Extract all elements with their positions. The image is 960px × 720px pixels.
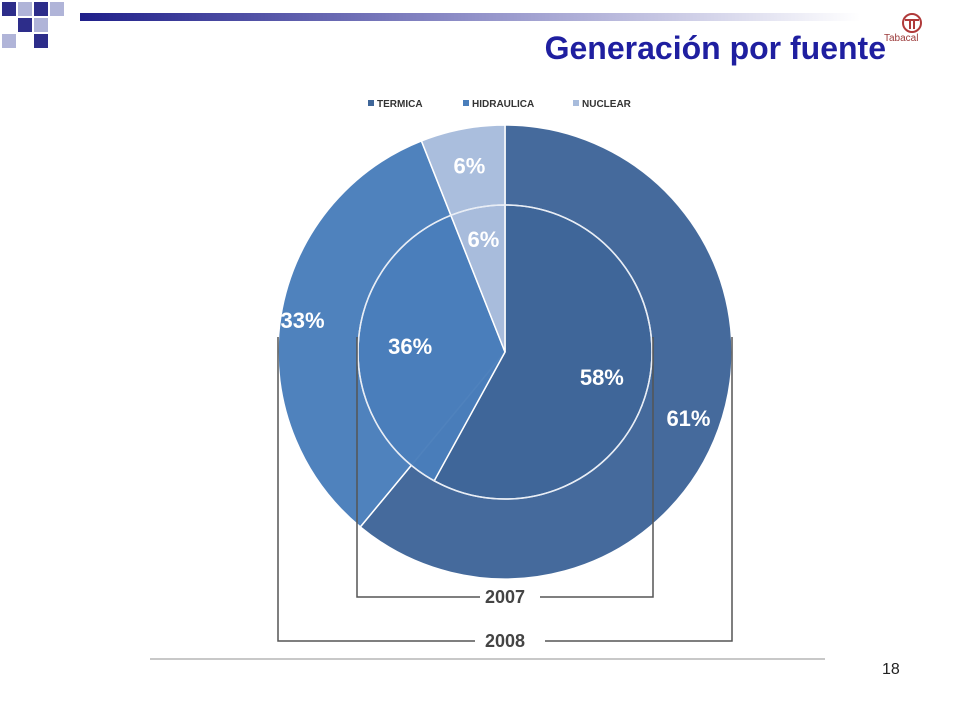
square-dark xyxy=(2,2,16,16)
outer-label-hidraulica: 33% xyxy=(281,308,325,333)
square-light xyxy=(18,2,32,16)
page-number: 18 xyxy=(882,661,900,678)
square-dark xyxy=(18,18,32,32)
square-light xyxy=(34,18,48,32)
inner-label-hidraulica: 36% xyxy=(388,334,432,359)
company-logo-icon xyxy=(902,13,922,33)
footer-divider xyxy=(150,658,825,660)
slide-title: Generación por fuente xyxy=(544,30,886,66)
square-dark xyxy=(34,34,48,48)
bracket-inner xyxy=(356,337,654,598)
square-light xyxy=(50,2,64,16)
square-light xyxy=(2,34,16,48)
square-dark xyxy=(34,2,48,16)
year-label-inner: 2007 xyxy=(485,587,525,607)
outer-label-nuclear: 6% xyxy=(453,153,485,178)
legend-label-nuclear: NUCLEAR xyxy=(582,99,632,110)
logo-text: Tabacal xyxy=(884,33,919,44)
generation-donut-chart: TERMICA HIDRAULICA NUCLEAR 61% 33% 6% 58% 36% 6%… xyxy=(277,99,733,651)
outer-label-termica: 61% xyxy=(666,406,710,431)
bracket-outer xyxy=(277,337,733,642)
year-label-outer: 2008 xyxy=(485,631,525,651)
inner-label-termica: 58% xyxy=(580,365,624,390)
inner-ring-outline xyxy=(357,204,653,500)
inner-label-nuclear: 6% xyxy=(468,227,500,252)
legend-swatch-hidraulica xyxy=(463,100,469,106)
decorative-squares xyxy=(2,2,64,48)
legend-swatch-termica xyxy=(368,100,374,106)
title-bar-gradient xyxy=(80,13,860,21)
legend-label-hidraulica: HIDRAULICA xyxy=(472,99,534,110)
legend-swatch-nuclear xyxy=(573,100,579,106)
legend-label-termica: TERMICA xyxy=(377,99,423,110)
